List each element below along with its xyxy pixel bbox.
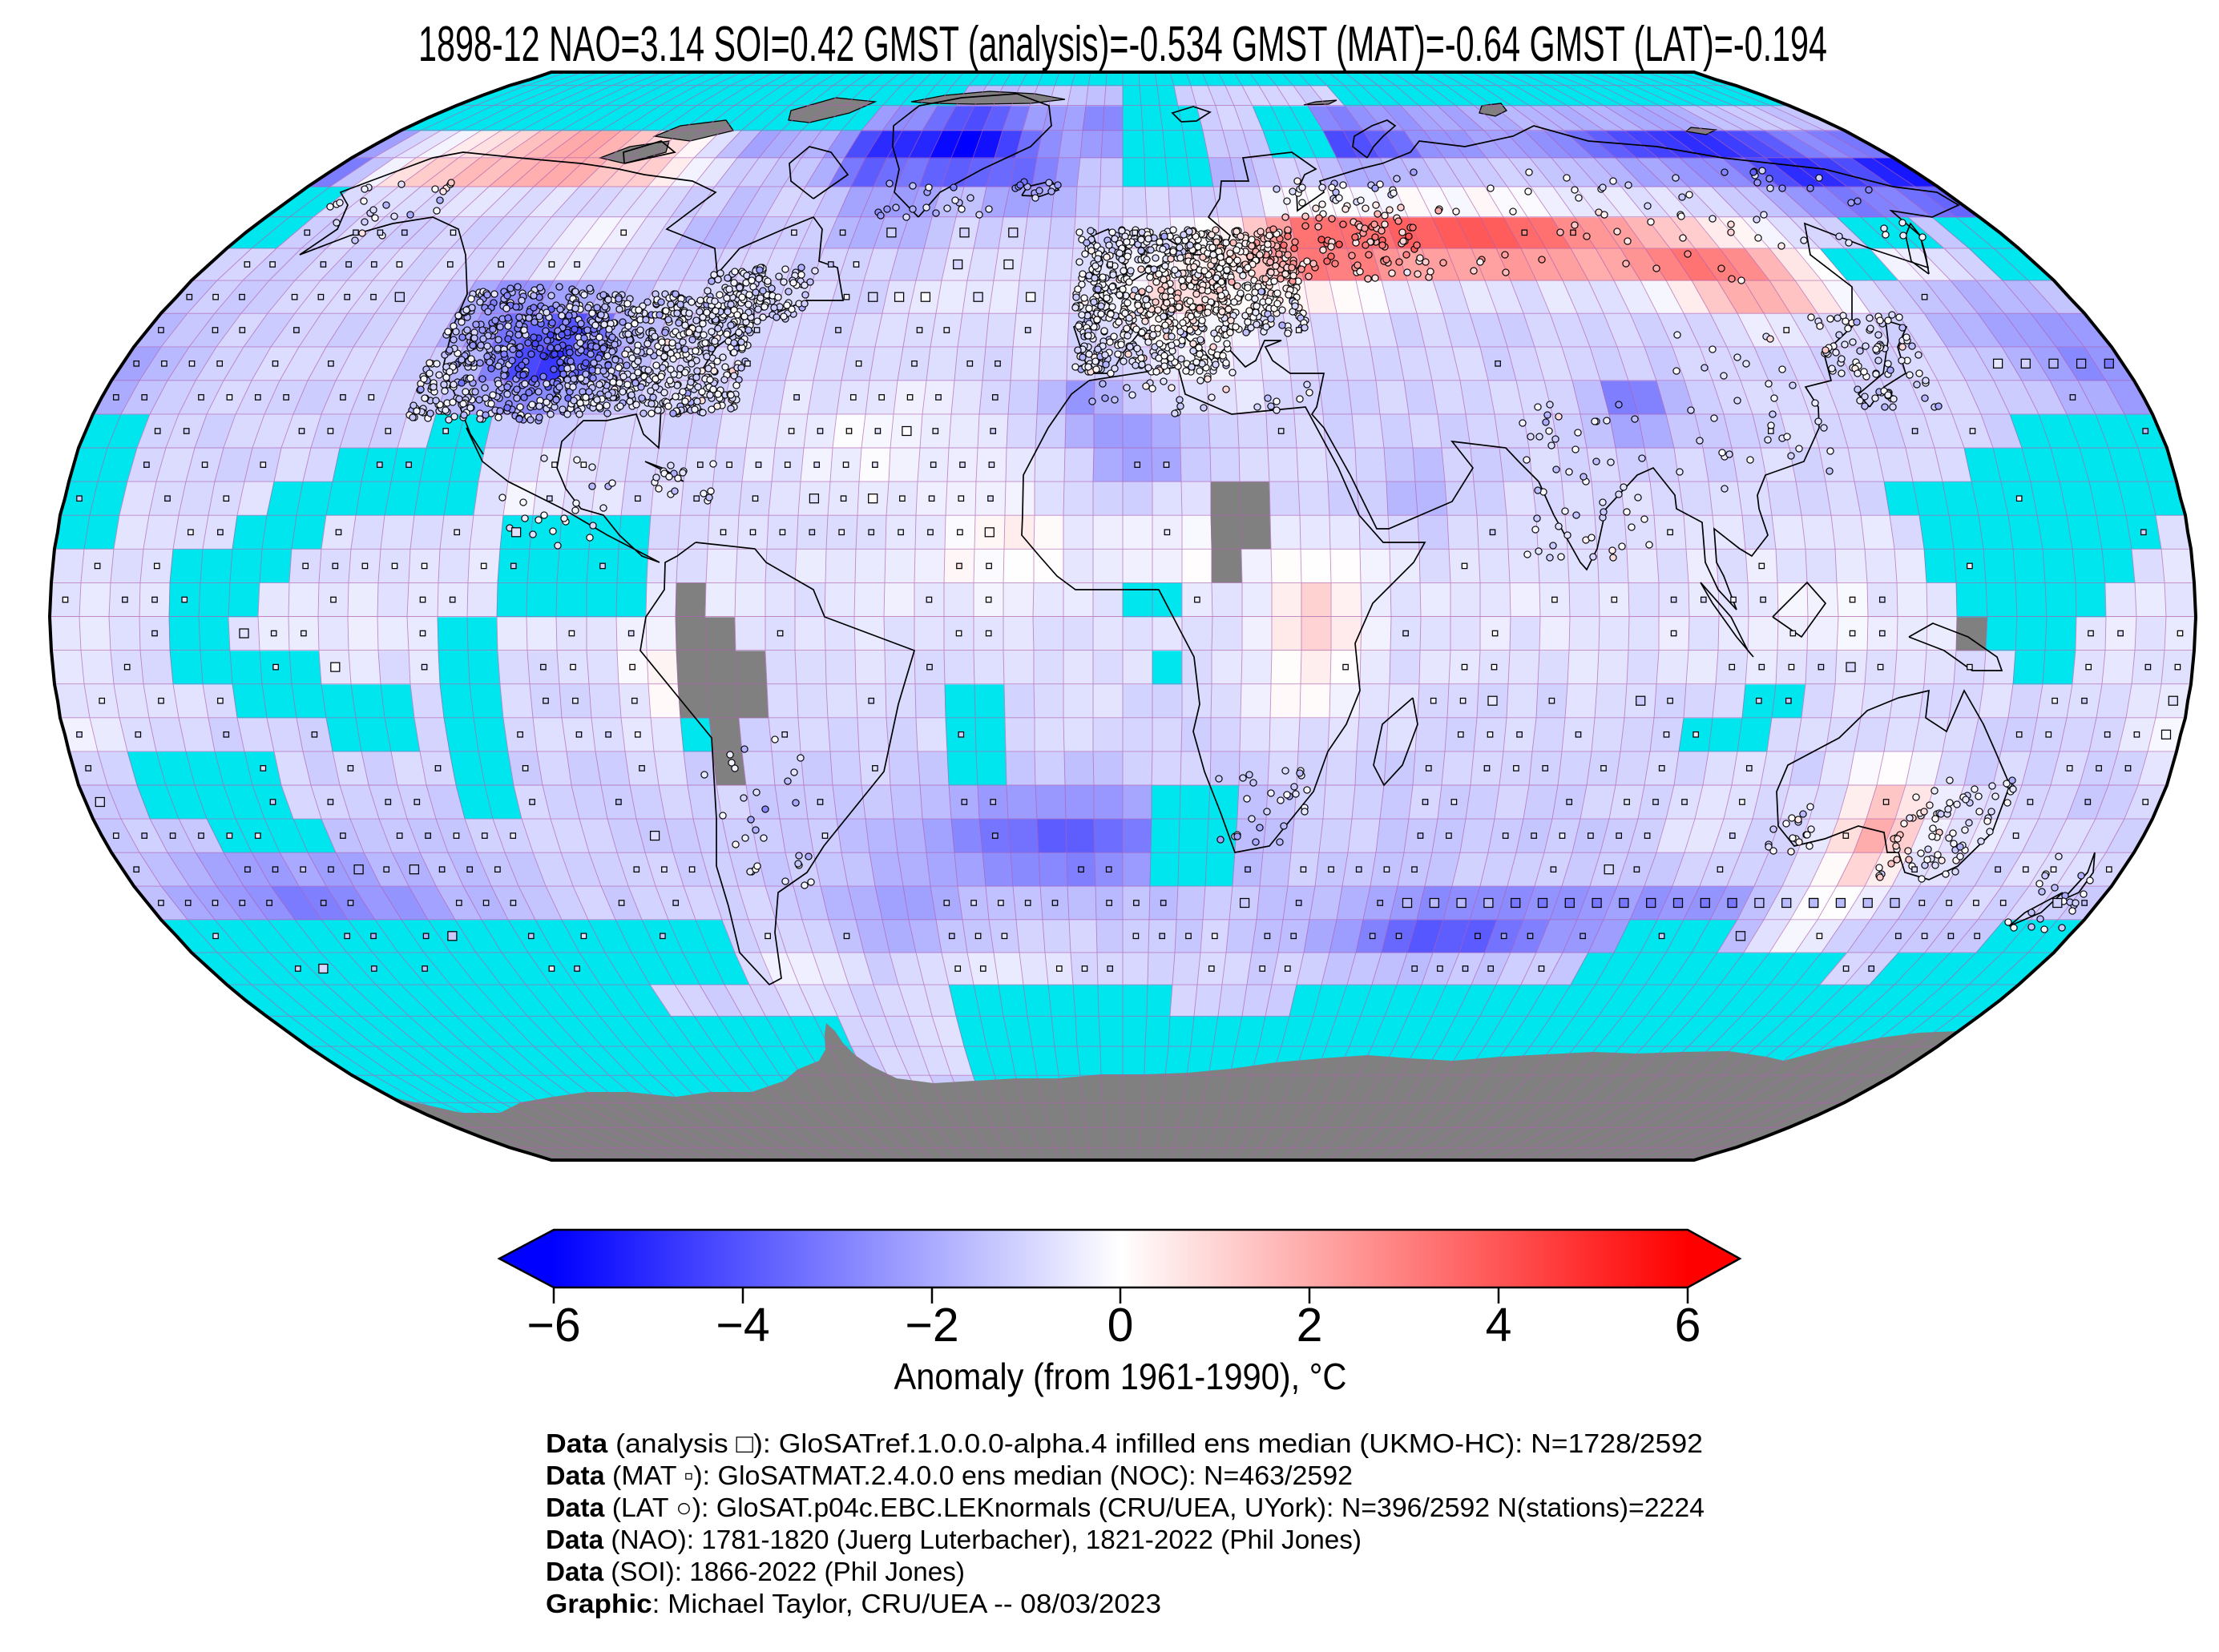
svg-text:Graphic: Michael Taylor, CRU/U: Graphic: Michael Taylor, CRU/UEA -- 08/0…: [546, 1589, 1161, 1618]
svg-text:6: 6: [1675, 1299, 1701, 1352]
svg-text:Data (LAT ○): GloSAT.p04c.EBC.: Data (LAT ○): GloSAT.p04c.EBC.LEKnormals…: [546, 1493, 1705, 1522]
svg-text:0: 0: [1107, 1299, 1134, 1352]
svg-text:−6: −6: [527, 1299, 580, 1352]
svg-text:−2: −2: [905, 1299, 958, 1352]
svg-text:Data (analysis □): GloSATref.1: Data (analysis □): GloSATref.1.0.0.0-alp…: [546, 1428, 1703, 1458]
svg-text:Data (MAT ▫): GloSATMAT.2.4.0.: Data (MAT ▫): GloSATMAT.2.4.0.0 ens medi…: [546, 1461, 1353, 1490]
svg-text:4: 4: [1486, 1299, 1512, 1352]
svg-text:−4: −4: [716, 1299, 769, 1352]
svg-text:Data (SOI): 1866-2022 (Phil Jo: Data (SOI): 1866-2022 (Phil Jones): [546, 1557, 965, 1586]
svg-text:1898-12 NAO=3.14 SOI=0.42 GMST: 1898-12 NAO=3.14 SOI=0.42 GMST (analysis…: [418, 17, 1827, 72]
svg-text:Anomaly (from 1961-1990), °C: Anomaly (from 1961-1990), °C: [894, 1356, 1347, 1397]
svg-text:Data (NAO): 1781-1820 (Juerg L: Data (NAO): 1781-1820 (Juerg Luterbacher…: [546, 1525, 1362, 1554]
svg-text:2: 2: [1297, 1299, 1323, 1352]
